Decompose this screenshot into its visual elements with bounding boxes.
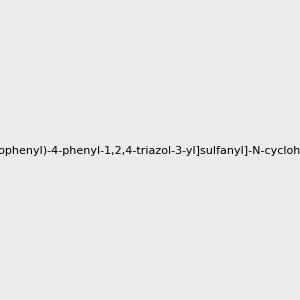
Text: 2-[[5-(2-chlorophenyl)-4-phenyl-1,2,4-triazol-3-yl]sulfanyl]-N-cyclohexylacetami: 2-[[5-(2-chlorophenyl)-4-phenyl-1,2,4-tr… [0,146,300,157]
